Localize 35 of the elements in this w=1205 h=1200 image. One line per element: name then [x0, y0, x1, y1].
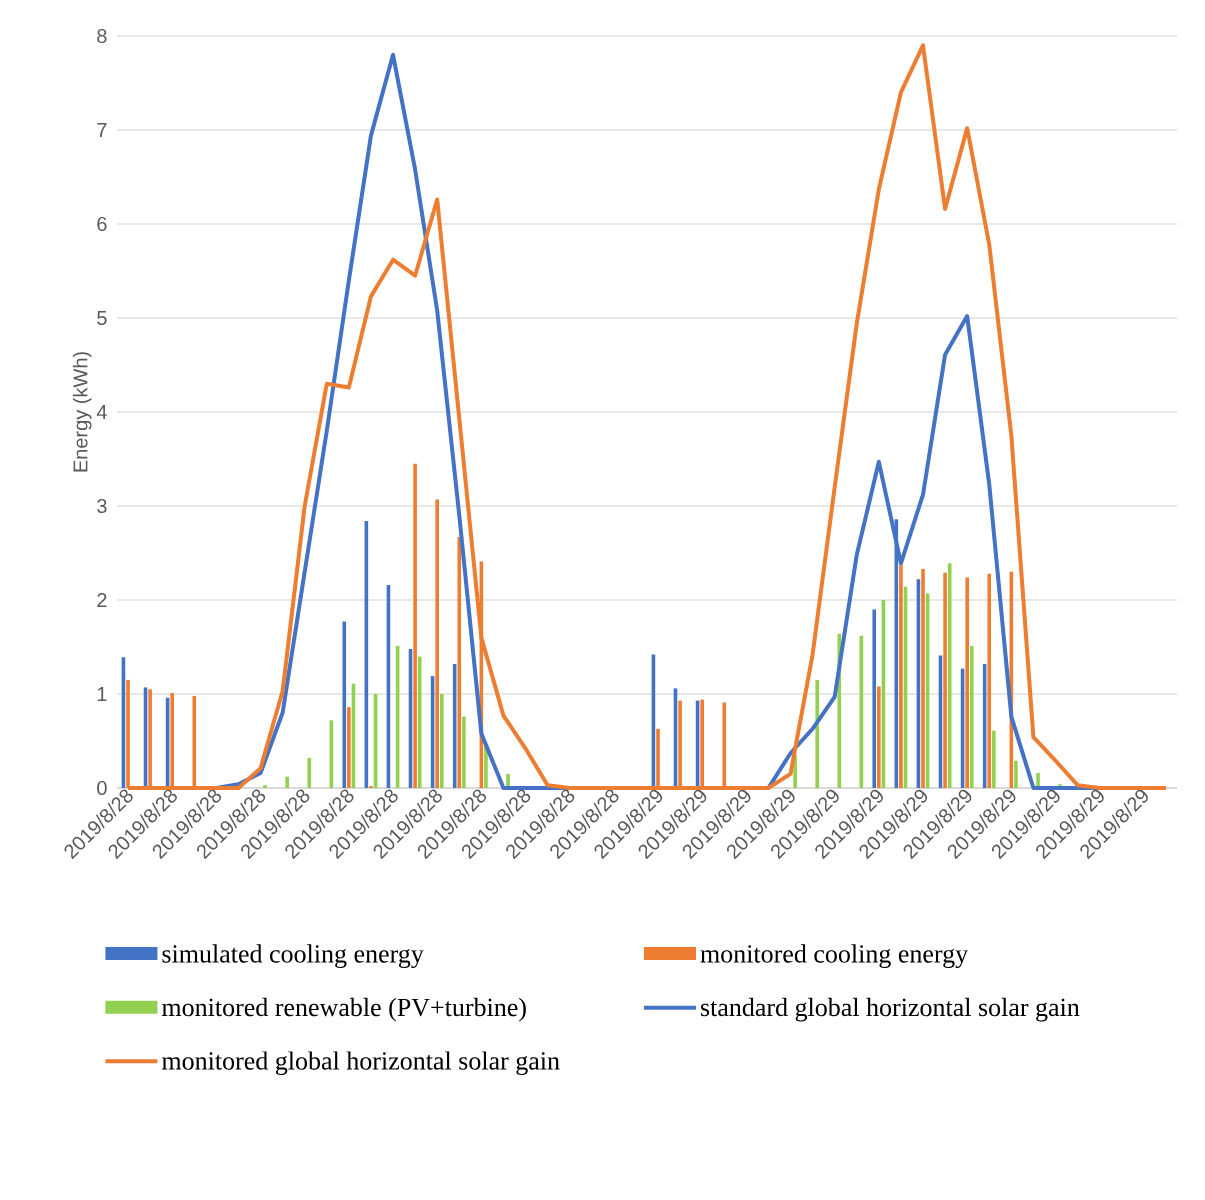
bar — [417, 656, 422, 788]
y-tick-label: 8 — [97, 28, 107, 44]
bar — [263, 785, 267, 788]
bar — [413, 463, 417, 788]
bar — [987, 573, 992, 788]
y-tick-label: 6 — [97, 216, 107, 232]
bar — [877, 686, 881, 788]
bar — [347, 707, 351, 788]
legend-label: monitored global horizontal solar gain — [161, 1051, 560, 1076]
bar — [992, 730, 996, 788]
bar — [899, 565, 903, 788]
bar — [457, 537, 462, 788]
bar — [965, 577, 969, 788]
y-tick-label: 5 — [97, 311, 107, 325]
bar — [462, 716, 466, 788]
y-tick-label: 3 — [97, 498, 107, 514]
legend-label: simulated cooling energy — [162, 944, 424, 968]
bar — [435, 499, 439, 788]
bar — [285, 776, 290, 788]
legend-label: monitored renewable (PV+turbine) — [161, 997, 526, 1022]
bar — [943, 572, 947, 788]
bar — [921, 568, 925, 788]
legend-label: standard global horizontal solar gain — [701, 997, 1080, 1022]
y-tick-label: 4 — [96, 405, 107, 419]
bar — [440, 694, 444, 788]
legend-label: monitored cooling energy — [700, 944, 969, 968]
bar — [815, 679, 819, 788]
bar — [969, 646, 974, 788]
y-tick-label: 2 — [97, 593, 107, 607]
y-tick-label: 7 — [97, 123, 107, 137]
y-tick-label: 1 — [97, 687, 107, 701]
bar — [1014, 760, 1018, 788]
y-axis-title: Energy (kWh) — [72, 352, 92, 472]
bar — [342, 621, 347, 788]
bar — [872, 609, 877, 788]
